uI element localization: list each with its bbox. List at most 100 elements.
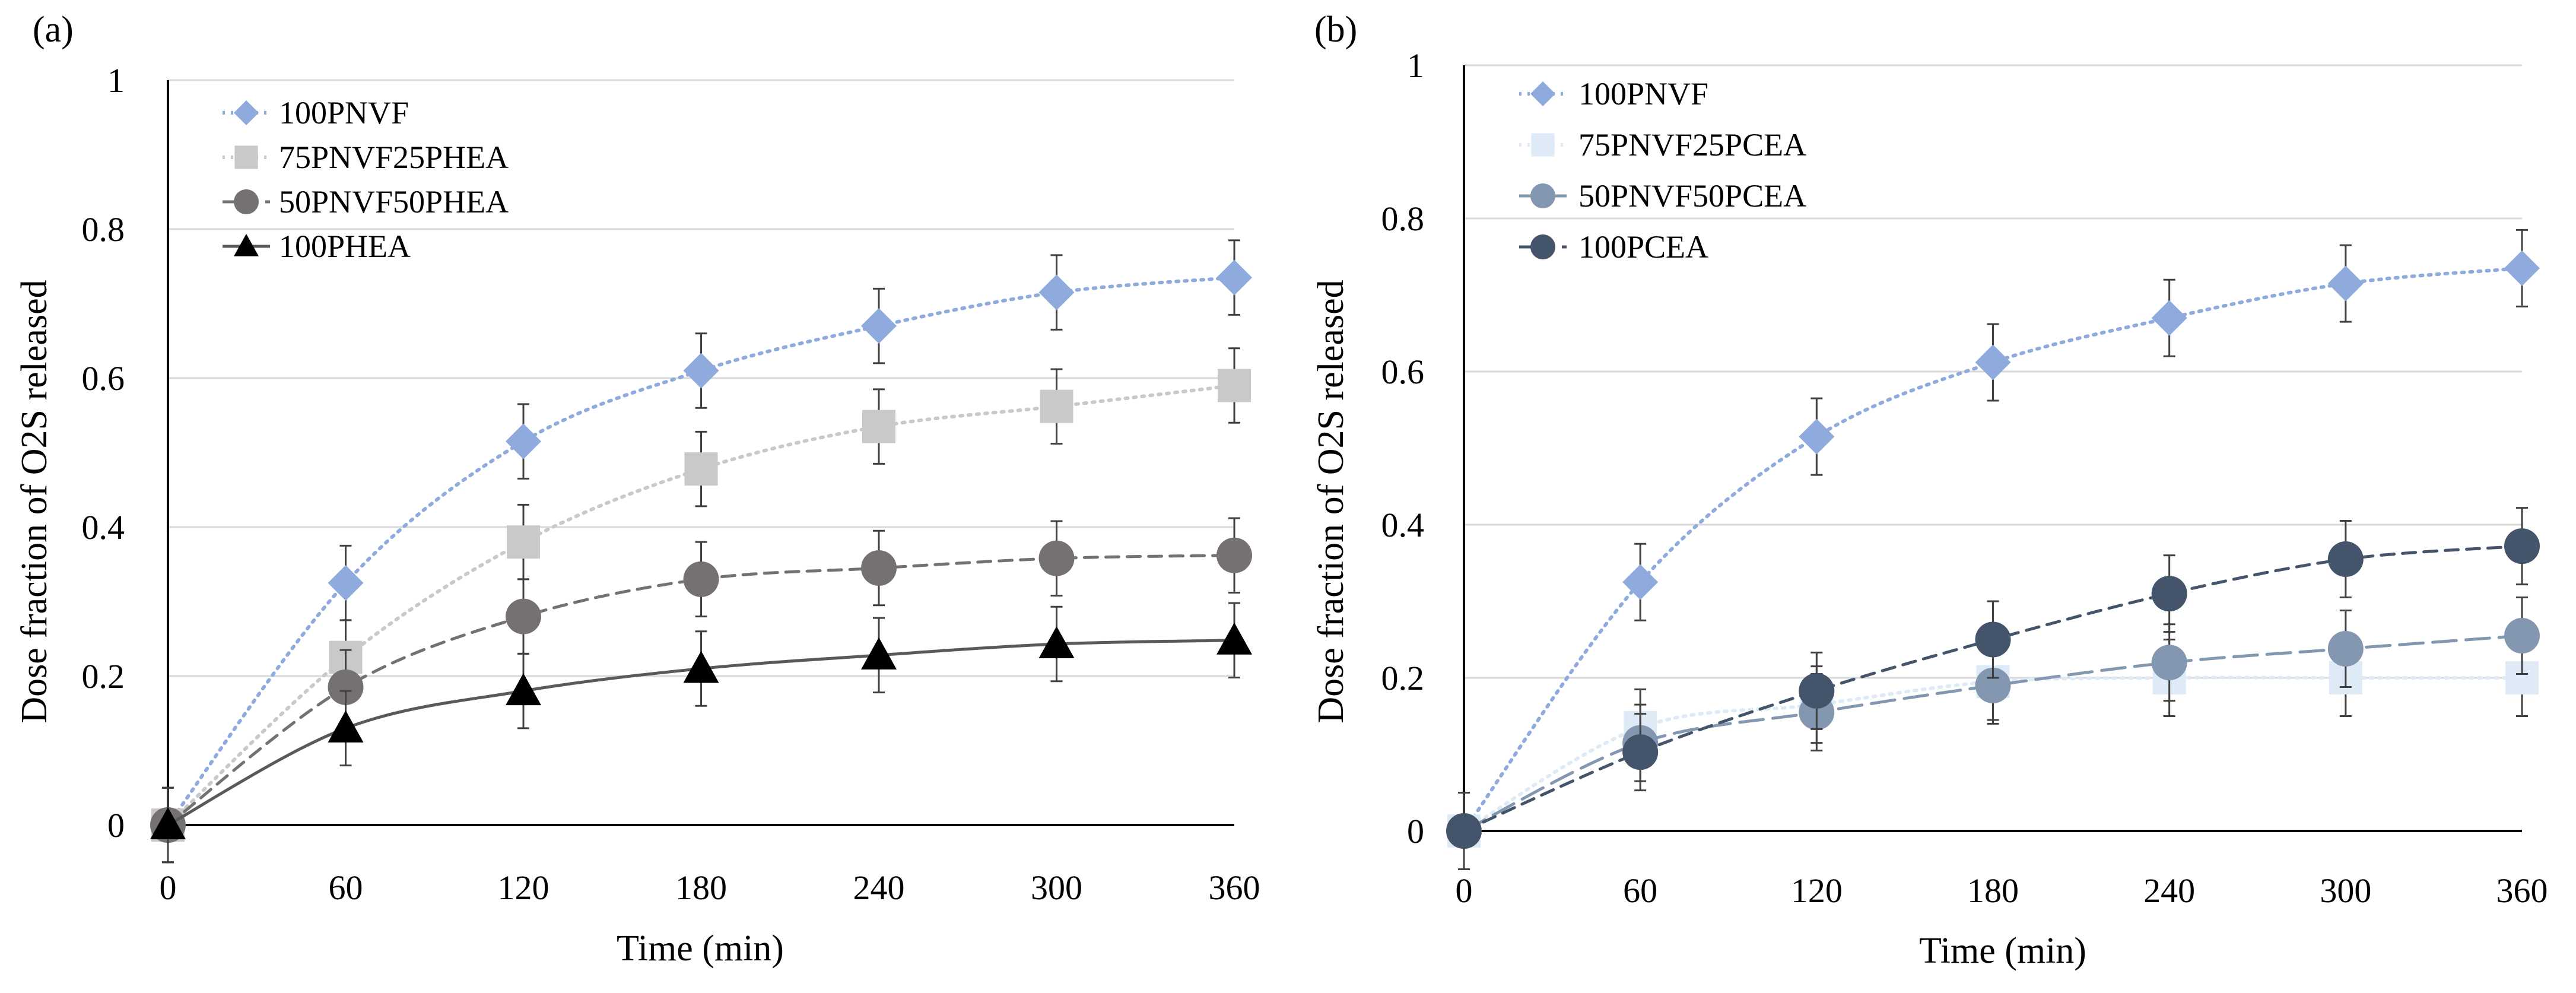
legend-entry: 100PHEA: [223, 229, 411, 264]
legend-entry: 75PNVF25PCEA: [1519, 127, 1806, 163]
panel-b-x-axis-title: Time (min): [1919, 931, 2086, 971]
legend-label: 100PCEA: [1578, 229, 1708, 265]
series-100PNVF: [1446, 229, 2540, 870]
x-tick-label: 180: [1967, 871, 2019, 910]
x-tick-label: 60: [1623, 871, 1657, 910]
y-tick-label: 0.2: [1381, 659, 1425, 697]
legend-label: 75PNVF25PCEA: [1578, 127, 1806, 163]
legend-label: 100PHEA: [279, 229, 411, 264]
data-point: [1038, 274, 1075, 310]
data-point: [2151, 645, 2187, 681]
panel-a-legend: 100PNVF 75PNVF25PHEA 50PNVF50PHEA 100PHEA: [223, 95, 509, 264]
panel-b-legend: 100PNVF 75PNVF25PCEA 50PNVF50PCEA 100PCEA: [1519, 76, 1806, 265]
data-point: [1038, 540, 1075, 576]
panel-a-x-axis-title: Time (min): [617, 928, 784, 969]
data-point: [2504, 618, 2540, 654]
data-point: [1218, 369, 1251, 402]
panel-b-series: [1446, 229, 2540, 870]
data-point: [1216, 259, 1252, 296]
x-tick-label: 0: [160, 868, 177, 907]
panel-b-y-axis-title: Dose fraction of O2S released: [1311, 280, 1351, 723]
legend-marker: [1530, 81, 1555, 106]
legend-entry: 75PNVF25PHEA: [223, 139, 509, 175]
legend-entry: 100PCEA: [1519, 229, 1708, 265]
panel-b-x-ticks: 0 60 120 180 240 300 360: [1456, 871, 2548, 910]
data-point: [328, 710, 364, 743]
data-point: [2327, 541, 2364, 578]
data-point: [1799, 672, 1835, 709]
data-point: [861, 308, 897, 344]
y-tick-label: 1: [1407, 46, 1424, 85]
data-point: [862, 410, 895, 443]
data-point: [2504, 528, 2540, 564]
y-tick-label: 0.4: [82, 508, 125, 547]
data-point: [1216, 537, 1252, 573]
y-tick-label: 0.8: [1381, 199, 1425, 238]
data-point: [2504, 250, 2540, 286]
legend-marker: [234, 145, 258, 169]
panel-a: (a) 0 0.2 0.4 0.6 0.8 1 0 60 120 180 240 300 360 10…: [14, 9, 1260, 969]
data-point: [506, 598, 541, 634]
data-point: [1622, 564, 1659, 600]
series-50PNVF50PHEA: [150, 517, 1252, 864]
data-point: [1446, 813, 1482, 849]
legend-label: 75PNVF25PHEA: [279, 139, 509, 175]
data-point: [328, 669, 364, 705]
x-tick-label: 180: [675, 868, 727, 907]
y-tick-label: 1: [107, 61, 125, 100]
series-100PHEA: [150, 602, 1252, 864]
y-tick-label: 0: [107, 806, 125, 845]
x-tick-label: 240: [2143, 871, 2195, 910]
y-tick-label: 0.2: [82, 657, 125, 696]
data-point: [1216, 622, 1252, 655]
data-point: [861, 637, 897, 670]
x-tick-label: 60: [329, 868, 363, 907]
y-tick-label: 0.6: [82, 359, 125, 398]
data-point: [684, 452, 718, 486]
x-tick-label: 120: [1791, 871, 1843, 910]
legend-label: 100PNVF: [279, 95, 409, 131]
data-point: [1038, 626, 1075, 659]
legend-marker: [1530, 234, 1555, 259]
data-point: [1040, 389, 1073, 423]
y-tick-label: 0.6: [1381, 353, 1425, 391]
legend-entry: 100PNVF: [223, 95, 409, 131]
series-line: [1462, 266, 2524, 833]
panel-b: (b) 0 0.2 0.4 0.6 0.8 1 0 60 120 180 240 300 360 10…: [1311, 9, 2548, 971]
legend-marker: [234, 100, 259, 125]
x-tick-label: 240: [853, 868, 905, 907]
legend-entry: 100PNVF: [1519, 76, 1708, 112]
legend-label: 50PNVF50PCEA: [1578, 178, 1806, 214]
legend-marker: [1531, 133, 1555, 157]
x-tick-label: 0: [1456, 871, 1473, 910]
legend-label: 100PNVF: [1578, 76, 1708, 112]
data-point: [2151, 300, 2187, 336]
data-point: [2151, 576, 2187, 612]
x-tick-label: 300: [1031, 868, 1082, 907]
legend-marker: [234, 189, 259, 214]
x-tick-label: 120: [498, 868, 549, 907]
data-point: [328, 565, 364, 601]
data-point: [1975, 344, 2011, 380]
panel-a-x-ticks: 0 60 120 180 240 300 360: [160, 868, 1260, 907]
y-tick-label: 0: [1407, 812, 1424, 851]
data-point: [1622, 734, 1659, 770]
x-tick-label: 360: [2496, 871, 2548, 910]
y-tick-label: 0.4: [1381, 506, 1425, 544]
data-point: [150, 807, 186, 839]
data-point: [861, 550, 897, 586]
data-point: [683, 561, 719, 597]
data-point: [1975, 667, 2011, 703]
data-point: [2327, 265, 2364, 302]
legend-entry: 50PNVF50PCEA: [1519, 178, 1806, 214]
x-tick-label: 360: [1209, 868, 1260, 907]
panel-a-label: (a): [33, 9, 74, 50]
data-point: [1975, 621, 2011, 658]
legend-marker: [234, 234, 259, 256]
series-100PCEA: [1446, 507, 2540, 870]
data-point: [683, 353, 719, 389]
x-tick-label: 300: [2320, 871, 2371, 910]
data-point: [506, 423, 541, 459]
panel-b-axes: [1463, 65, 2522, 832]
